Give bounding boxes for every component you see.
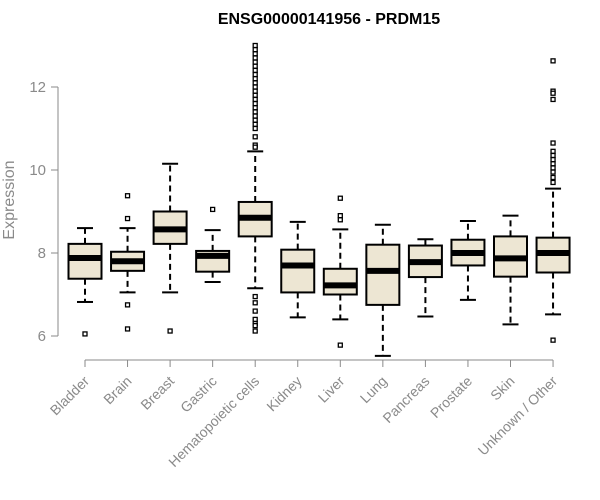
outlier-point xyxy=(337,342,343,348)
outlier-point xyxy=(252,328,258,334)
box-group xyxy=(450,220,486,301)
outlier-point xyxy=(124,193,131,199)
box-group xyxy=(152,162,188,334)
outlier-point xyxy=(82,331,88,337)
x-tick-label: Lung xyxy=(357,373,390,406)
box-group xyxy=(237,42,273,334)
outlier-point xyxy=(252,71,258,78)
x-tick-label: Brain xyxy=(100,373,134,407)
outlier-point xyxy=(550,337,556,343)
outlier-point xyxy=(252,47,258,53)
outlier-point xyxy=(550,156,556,163)
outlier-point xyxy=(252,92,258,98)
outlier-point xyxy=(252,51,258,57)
outlier-point xyxy=(550,148,556,154)
outlier-point xyxy=(124,215,131,222)
box-group xyxy=(535,58,571,343)
x-tick-label: Unknown / Other xyxy=(475,373,561,459)
outlier-point xyxy=(124,326,131,332)
x-tick-label: Bladder xyxy=(47,373,93,419)
x-tick-label: Pancreas xyxy=(379,373,432,426)
outlier-point xyxy=(252,293,258,300)
outlier-point xyxy=(252,84,258,90)
outlier-point xyxy=(252,134,258,140)
y-tick-label: 6 xyxy=(38,328,46,345)
box-group xyxy=(493,214,528,326)
outlier-point xyxy=(550,96,556,103)
outlier-point xyxy=(252,113,258,119)
x-tick-label: Skin xyxy=(487,373,518,404)
outlier-point xyxy=(550,174,556,181)
outlier-point xyxy=(252,67,258,74)
x-tick-label: Kidney xyxy=(263,373,305,415)
outlier-point xyxy=(337,212,343,219)
outlier-point xyxy=(252,322,258,329)
outlier-point xyxy=(209,206,216,213)
outlier-point xyxy=(252,109,258,115)
y-axis-label: Expression xyxy=(1,160,18,239)
box-iqr xyxy=(322,267,358,296)
box-group xyxy=(280,220,316,319)
outlier-point xyxy=(550,161,556,167)
outlier-point xyxy=(252,308,258,314)
outlier-point xyxy=(167,328,173,334)
box-group xyxy=(195,206,231,284)
outlier-point xyxy=(252,59,258,65)
y-axis: 6 8 10 12 xyxy=(29,79,59,345)
box-group xyxy=(322,195,358,348)
outlier-point xyxy=(550,152,556,159)
outlier-point xyxy=(252,300,258,306)
box-group xyxy=(67,227,103,337)
x-tick-label: Breast xyxy=(137,373,177,413)
x-tick-label: Prostate xyxy=(427,373,475,421)
box-iqr xyxy=(67,242,103,280)
box-group xyxy=(407,238,443,318)
chart-title: ENSG00000141956 - PRDM15 xyxy=(218,11,440,28)
outlier-point xyxy=(252,316,258,323)
outlier-point xyxy=(337,195,343,201)
outlier-point xyxy=(252,76,258,82)
outlier-point xyxy=(252,55,258,61)
outlier-point xyxy=(252,88,258,94)
box-iqr xyxy=(280,248,316,294)
outlier-point xyxy=(550,165,556,171)
outlier-point xyxy=(252,80,258,86)
outlier-point xyxy=(252,117,258,123)
outlier-point xyxy=(550,169,556,175)
outlier-point xyxy=(252,63,258,69)
outlier-point xyxy=(252,121,258,127)
outlier-point xyxy=(550,90,556,96)
outlier-point xyxy=(252,100,258,107)
y-tick-label: 8 xyxy=(38,245,46,262)
outlier-point xyxy=(252,42,258,49)
box-group xyxy=(110,193,146,332)
x-tick-label: Liver xyxy=(315,373,348,406)
box-group xyxy=(365,223,401,357)
box-series xyxy=(67,42,571,357)
outlier-point xyxy=(252,144,258,150)
y-tick-label: 12 xyxy=(29,79,46,96)
outlier-point xyxy=(252,125,258,132)
outlier-point xyxy=(124,302,131,308)
outlier-point xyxy=(550,58,556,64)
outlier-point xyxy=(252,96,258,103)
outlier-point xyxy=(337,217,343,223)
box-iqr xyxy=(365,243,401,306)
y-tick-label: 10 xyxy=(29,162,46,179)
outlier-point xyxy=(550,179,556,186)
outlier-point xyxy=(252,105,258,111)
outlier-point xyxy=(550,140,556,146)
